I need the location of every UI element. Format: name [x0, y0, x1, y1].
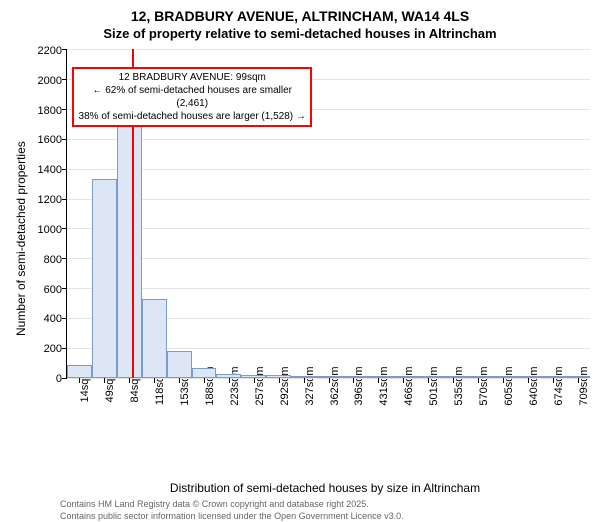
y-axis-label: Number of semi-detached properties: [10, 49, 28, 429]
x-tick-mark: [229, 378, 230, 383]
y-tick-mark: [62, 79, 67, 80]
x-tick-label: 431sqm: [378, 366, 390, 405]
x-tick-mark: [154, 378, 155, 383]
chart-title: 12, BRADBURY AVENUE, ALTRINCHAM, WA14 4L…: [10, 8, 590, 24]
x-tick-mark: [179, 378, 180, 383]
x-tick-mark: [453, 378, 454, 383]
x-axis-label: Distribution of semi-detached houses by …: [60, 481, 590, 495]
x-tick-mark: [279, 378, 280, 383]
histogram-bar: [167, 351, 192, 378]
x-tick-mark: [428, 378, 429, 383]
histogram-bar: [117, 110, 142, 378]
grid-line: [67, 49, 590, 50]
y-tick-mark: [62, 49, 67, 50]
x-tick-mark: [503, 378, 504, 383]
chart-wrapper: Number of semi-detached properties 22002…: [10, 49, 590, 429]
grid-line: [67, 169, 590, 170]
grid-line: [67, 228, 590, 229]
x-tick-label: 674sqm: [553, 366, 565, 405]
y-tick-mark: [62, 228, 67, 229]
annotation-box: 12 BRADBURY AVENUE: 99sqm← 62% of semi-d…: [72, 67, 312, 127]
y-tick-mark: [62, 348, 67, 349]
histogram-bar: [142, 299, 167, 378]
y-tick-mark: [62, 318, 67, 319]
annotation-line3: 38% of semi-detached houses are larger (…: [78, 110, 306, 123]
histogram-bar: [67, 365, 92, 378]
x-tick-mark: [104, 378, 105, 383]
grid-line: [67, 199, 590, 200]
y-tick-mark: [62, 139, 67, 140]
histogram-bar: [192, 368, 217, 378]
y-ticks: 2200200018001600140012001000800600400200…: [28, 49, 62, 379]
chart-subtitle: Size of property relative to semi-detach…: [10, 26, 590, 41]
y-tick-mark: [62, 109, 67, 110]
y-tick-mark: [62, 378, 67, 379]
annotation-line2: ← 62% of semi-detached houses are smalle…: [78, 84, 306, 110]
chart-container: 12, BRADBURY AVENUE, ALTRINCHAM, WA14 4L…: [0, 0, 600, 500]
plot-area: 14sqm49sqm84sqm118sqm153sqm188sqm223sqm2…: [66, 49, 590, 379]
grid-line: [67, 288, 590, 289]
x-tick-mark: [254, 378, 255, 383]
x-tick-mark: [528, 378, 529, 383]
x-tick-label: 327sqm: [304, 366, 316, 405]
y-tick-mark: [62, 199, 67, 200]
grid-line: [67, 258, 590, 259]
y-tick-mark: [62, 169, 67, 170]
y-tick-mark: [62, 288, 67, 289]
x-tick-mark: [403, 378, 404, 383]
x-tick-label: 501sqm: [428, 366, 440, 405]
x-tick-mark: [578, 378, 579, 383]
x-tick-label: 396sqm: [353, 366, 365, 405]
copyright-line2: Contains public sector information licen…: [60, 511, 590, 522]
x-tick-label: 535sqm: [453, 366, 465, 405]
x-tick-mark: [204, 378, 205, 383]
x-tick-label: 466sqm: [403, 366, 415, 405]
x-tick-label: 640sqm: [528, 366, 540, 405]
x-tick-label: 257sqm: [254, 366, 266, 405]
x-tick-mark: [304, 378, 305, 383]
y-tick-mark: [62, 258, 67, 259]
x-tick-mark: [79, 378, 80, 383]
x-tick-mark: [129, 378, 130, 383]
x-tick-mark: [378, 378, 379, 383]
copyright-line1: Contains HM Land Registry data © Crown c…: [60, 499, 590, 511]
x-tick-mark: [353, 378, 354, 383]
copyright: Contains HM Land Registry data © Crown c…: [60, 499, 590, 522]
x-tick-label: 605sqm: [503, 366, 515, 405]
x-tick-label: 292sqm: [279, 366, 291, 405]
x-tick-label: 709sqm: [578, 366, 590, 405]
x-tick-label: 362sqm: [329, 366, 341, 405]
grid-line: [67, 139, 590, 140]
annotation-line1: 12 BRADBURY AVENUE: 99sqm: [78, 71, 306, 84]
x-tick-label: 223sqm: [229, 366, 241, 405]
x-tick-label: 570sqm: [478, 366, 490, 405]
x-tick-mark: [553, 378, 554, 383]
histogram-bar: [92, 179, 117, 378]
x-tick-mark: [329, 378, 330, 383]
x-tick-mark: [478, 378, 479, 383]
